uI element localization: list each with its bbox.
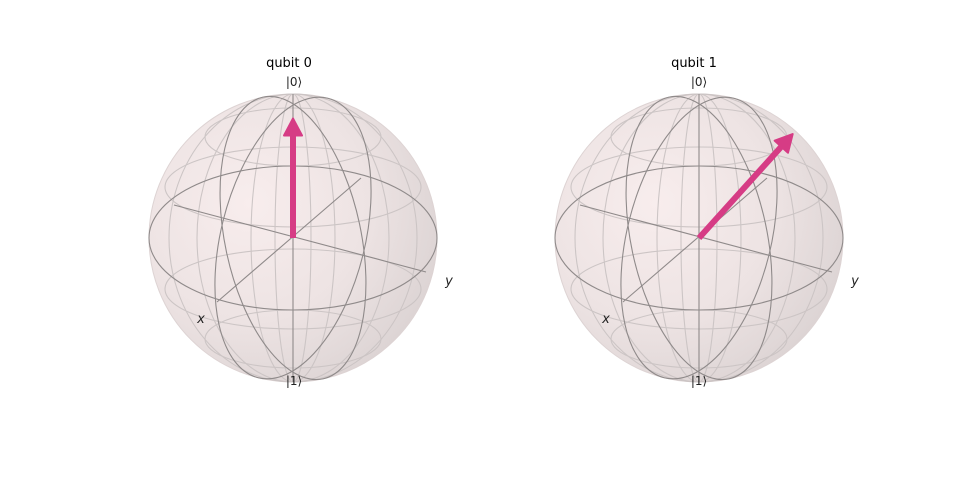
axis-x — [622, 177, 768, 303]
meridian-xz — [219, 95, 367, 381]
sphere-title: qubit 0 — [266, 56, 312, 71]
axis-x — [216, 177, 362, 303]
axis-y — [579, 204, 833, 273]
x-axis-label: x — [601, 312, 610, 327]
state-vector-head — [283, 117, 303, 137]
bloch-sphere-qubit-0: qubit 0 |0⟩ |1⟩ x y — [148, 56, 453, 388]
state-vector — [696, 133, 794, 241]
ket-1-label: |1⟩ — [691, 374, 707, 388]
y-axis-label: y — [850, 274, 859, 289]
sphere-major-grid — [554, 94, 844, 382]
y-axis-label: y — [444, 274, 453, 289]
meridian-xz — [625, 95, 773, 381]
axis-y — [173, 204, 427, 273]
bloch-sphere-qubit-1: qubit 1 |0⟩ |1⟩ x y — [554, 56, 859, 388]
ket-0-label: |0⟩ — [691, 75, 707, 89]
state-vector-shaft — [696, 143, 785, 241]
sphere-title: qubit 1 — [671, 56, 717, 71]
state-vector-head — [773, 133, 794, 154]
x-axis-label: x — [196, 312, 205, 327]
state-vector — [283, 117, 303, 238]
ket-1-label: |1⟩ — [286, 374, 302, 388]
ket-0-label: |0⟩ — [286, 75, 302, 89]
